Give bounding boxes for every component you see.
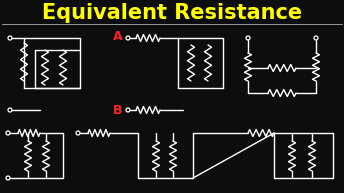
Text: B: B (113, 103, 123, 117)
Text: Equivalent Resistance: Equivalent Resistance (42, 3, 302, 23)
Text: A: A (113, 30, 123, 43)
